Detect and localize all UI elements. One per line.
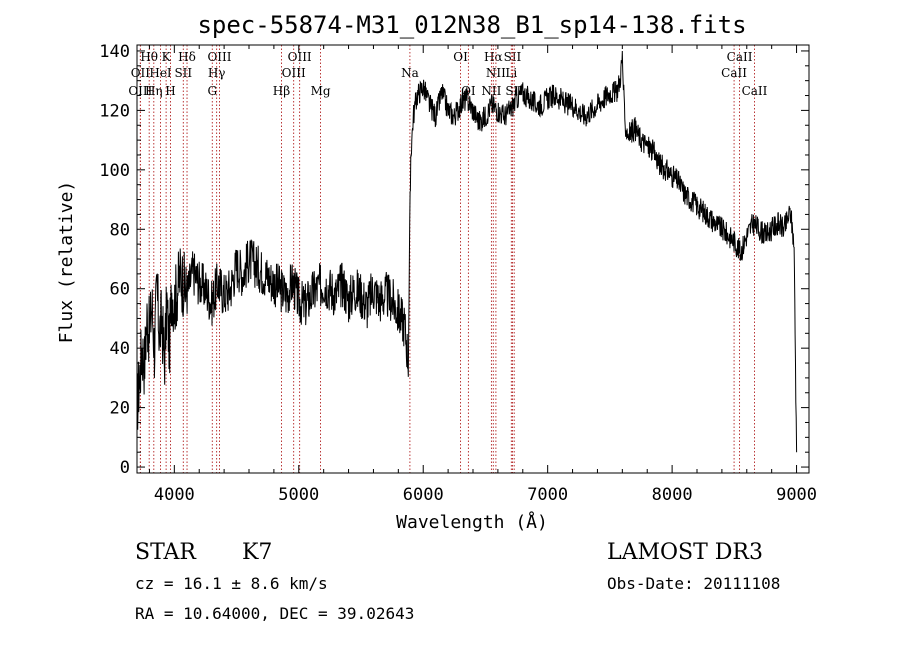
spectral-line-label-13: OIII — [282, 66, 306, 80]
axis-ticks: 4000 5000 6000 7000 8000 9000 0 20 40 60 80 100 120 1… — [99, 42, 817, 505]
spectral-line-label-20: SII — [504, 50, 522, 64]
spectral-line-label-5: Hη — [145, 84, 163, 98]
ra-dec: RA = 10.64000, DEC = 39.02643 — [135, 604, 414, 623]
redshift-cz: cz = 16.1 ± 8.6 km/s — [135, 574, 328, 593]
x-tick-label-5: 9000 — [776, 485, 817, 505]
spectral-line-label-17: OI — [453, 50, 468, 64]
spectral-line-label-15: Mg — [311, 84, 331, 98]
spectral-line-label-12: OIII — [288, 50, 312, 64]
spectral-line-label-2: OIII — [128, 84, 152, 98]
spectral-line-label-23: NII — [481, 84, 501, 98]
spectral-line-label-11: G — [207, 84, 217, 98]
y-tick-label-4: 80 — [110, 220, 130, 240]
spectral-line-label-19: Hα — [484, 50, 503, 64]
spectral-line-label-14: Hβ — [273, 84, 290, 98]
spectral-line-label-7: Hδ — [178, 50, 196, 64]
spectral-line-label-8: SII — [174, 66, 192, 80]
spectral-line-label-25: CaII — [727, 50, 753, 64]
x-tick-label-2: 6000 — [403, 485, 444, 505]
spectral-line-label-16: Na — [401, 66, 419, 80]
y-tick-label-1: 20 — [110, 399, 130, 419]
y-tick-label-2: 40 — [110, 339, 130, 359]
spectral-line-label-10: Hγ — [208, 66, 226, 80]
y-tick-label-0: 0 — [120, 458, 130, 478]
x-tick-label-4: 8000 — [652, 485, 693, 505]
spectral-line-label-3: K — [162, 50, 172, 64]
spectral-line-label-4: HeI — [149, 66, 172, 80]
spectral-line-label-6: H — [165, 84, 175, 98]
x-tick-label-3: 7000 — [527, 485, 568, 505]
spectral-line-label-21: NII — [486, 66, 506, 80]
y-tick-label-3: 60 — [110, 280, 130, 300]
obs-date: Obs-Date: 20111108 — [607, 574, 780, 593]
survey-name: LAMOST DR3 — [607, 540, 763, 565]
spectral-line-label-27: CaII — [742, 84, 768, 98]
y-axis-label: Flux (relative) — [56, 181, 77, 344]
x-tick-label-1: 5000 — [278, 485, 319, 505]
chart-title: spec-55874-M31_012N38_B1_sp14-138.fits — [197, 11, 746, 39]
spectral-line-label-9: OIII — [207, 50, 231, 64]
spectral-line-label-26: CaII — [721, 66, 747, 80]
x-tick-label-0: 4000 — [154, 485, 195, 505]
y-tick-label-6: 120 — [99, 101, 130, 121]
y-tick-label-5: 100 — [99, 161, 130, 181]
flux-line — [136, 50, 798, 453]
spectral-line-label-22: Li — [505, 66, 517, 80]
flux-series — [136, 50, 798, 453]
spectral-line-label-0: Hθ — [140, 50, 158, 64]
object-class: STAR — [135, 540, 197, 565]
y-tick-label-7: 140 — [99, 42, 130, 62]
object-subclass: K7 — [242, 540, 272, 565]
x-axis-label: Wavelength (Å) — [396, 511, 548, 533]
